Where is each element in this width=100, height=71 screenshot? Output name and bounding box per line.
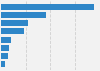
- Bar: [1, 53, 8, 59]
- Bar: [1, 36, 11, 43]
- Bar: [1, 20, 28, 26]
- Bar: [1, 45, 9, 51]
- Bar: [1, 28, 24, 35]
- Bar: [1, 12, 46, 18]
- Bar: [1, 4, 94, 10]
- Bar: [1, 61, 5, 67]
